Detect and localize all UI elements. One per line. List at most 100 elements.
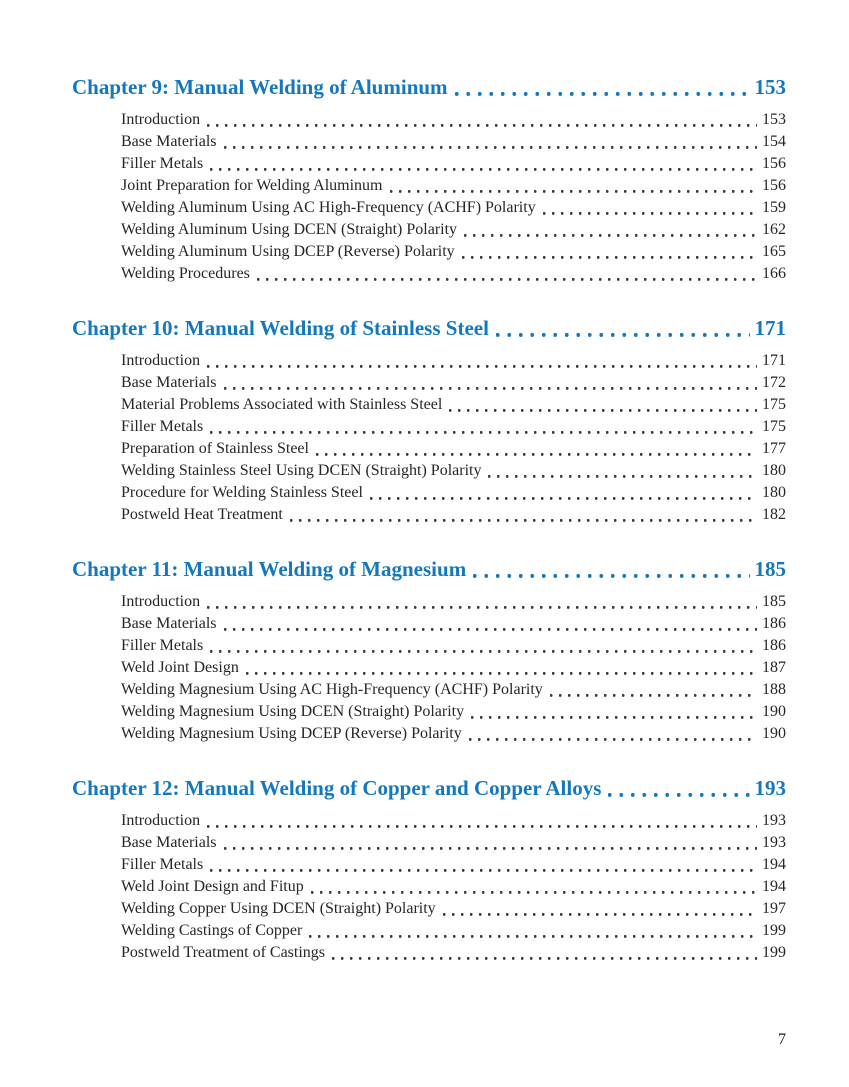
entry-label: Filler Metals bbox=[121, 418, 204, 435]
dot-leader bbox=[315, 438, 757, 460]
dot-leader bbox=[210, 153, 757, 175]
page-folio: 7 bbox=[778, 1031, 786, 1048]
entry-label: Welding Magnesium Using DCEP (Reverse) P… bbox=[121, 725, 462, 742]
toc-chapter-9: Chapter 9: Manual Welding of Aluminum 15… bbox=[72, 74, 786, 285]
dot-leader bbox=[454, 74, 750, 101]
chapter-page-number: 193 bbox=[754, 776, 787, 800]
entry-label: Base Materials bbox=[121, 374, 217, 391]
entry-page-number: 197 bbox=[762, 900, 786, 917]
entry-label: Welding Stainless Steel Using DCEN (Stra… bbox=[121, 462, 482, 479]
entry-label: Postweld Treatment of Castings bbox=[121, 944, 326, 961]
toc-entry: Filler Metals 175 bbox=[72, 416, 786, 438]
entry-page-number: 156 bbox=[762, 155, 786, 172]
toc-entry: Procedure for Welding Stainless Steel 18… bbox=[72, 482, 786, 504]
toc-entry: Filler Metals 156 bbox=[72, 153, 786, 175]
toc-chapter-11: Chapter 11: Manual Welding of Magnesium … bbox=[72, 556, 786, 745]
entry-page-number: 159 bbox=[762, 199, 786, 216]
dot-leader bbox=[309, 920, 757, 942]
toc-entry: Introduction 153 bbox=[72, 109, 786, 131]
toc-entry: Weld Joint Design 187 bbox=[72, 657, 786, 679]
entry-page-number: 188 bbox=[762, 681, 786, 698]
entry-label: Postweld Heat Treatment bbox=[121, 506, 283, 523]
toc-entry: Postweld Treatment of Castings 199 bbox=[72, 942, 786, 964]
entry-page-number: 153 bbox=[762, 111, 786, 128]
dot-leader bbox=[310, 876, 757, 898]
entry-page-number: 172 bbox=[762, 374, 786, 391]
toc-entry: Welding Stainless Steel Using DCEN (Stra… bbox=[72, 460, 786, 482]
entry-label: Weld Joint Design and Fitup bbox=[121, 878, 304, 895]
entry-label: Introduction bbox=[121, 593, 201, 610]
entry-label: Welding Castings of Copper bbox=[121, 922, 303, 939]
chapter-title: Chapter 10: Manual Welding of Stainless … bbox=[72, 316, 489, 340]
toc-entry: Introduction 193 bbox=[72, 810, 786, 832]
dot-leader bbox=[210, 416, 757, 438]
entry-label: Procedure for Welding Stainless Steel bbox=[121, 484, 363, 501]
dot-leader bbox=[210, 854, 757, 876]
dot-leader bbox=[223, 372, 757, 394]
entry-label: Welding Procedures bbox=[121, 265, 250, 282]
dot-leader bbox=[332, 942, 757, 964]
dot-leader bbox=[461, 241, 757, 263]
dot-leader bbox=[223, 832, 757, 854]
dot-leader bbox=[223, 613, 757, 635]
dot-leader bbox=[442, 898, 757, 920]
dot-leader bbox=[210, 635, 757, 657]
dot-leader bbox=[369, 482, 757, 504]
toc-chapter-10: Chapter 10: Manual Welding of Stainless … bbox=[72, 315, 786, 526]
toc-entry: Base Materials 172 bbox=[72, 372, 786, 394]
toc-entry: Welding Magnesium Using AC High-Frequenc… bbox=[72, 679, 786, 701]
entry-label: Filler Metals bbox=[121, 637, 204, 654]
toc-entry: Filler Metals 186 bbox=[72, 635, 786, 657]
toc-entry: Material Problems Associated with Stainl… bbox=[72, 394, 786, 416]
entry-page-number: 199 bbox=[762, 944, 786, 961]
toc-entry: Introduction 185 bbox=[72, 591, 786, 613]
toc-entry: Weld Joint Design and Fitup 194 bbox=[72, 876, 786, 898]
entry-page-number: 154 bbox=[762, 133, 786, 150]
entry-label: Base Materials bbox=[121, 615, 217, 632]
toc-entry: Welding Aluminum Using DCEP (Reverse) Po… bbox=[72, 241, 786, 263]
dot-leader bbox=[289, 504, 757, 526]
toc-entry: Welding Aluminum Using DCEN (Straight) P… bbox=[72, 219, 786, 241]
chapter-page-number: 153 bbox=[754, 75, 787, 99]
entry-page-number: 190 bbox=[762, 703, 786, 720]
chapter-title: Chapter 11: Manual Welding of Magnesium bbox=[72, 557, 467, 581]
entry-page-number: 175 bbox=[762, 396, 786, 413]
toc-chapter-12: Chapter 12: Manual Welding of Copper and… bbox=[72, 775, 786, 964]
dot-leader bbox=[473, 556, 750, 583]
dot-leader bbox=[549, 679, 757, 701]
dot-leader bbox=[245, 657, 757, 679]
entry-label: Weld Joint Design bbox=[121, 659, 239, 676]
entry-label: Welding Aluminum Using AC High-Frequency… bbox=[121, 199, 536, 216]
dot-leader bbox=[389, 175, 757, 197]
dot-leader bbox=[207, 109, 757, 131]
toc-entry: Joint Preparation for Welding Aluminum 1… bbox=[72, 175, 786, 197]
entry-label: Base Materials bbox=[121, 834, 217, 851]
chapter-page-number: 171 bbox=[754, 316, 787, 340]
chapter-title: Chapter 9: Manual Welding of Aluminum bbox=[72, 75, 448, 99]
entry-label: Filler Metals bbox=[121, 856, 204, 873]
chapter-heading-row: Chapter 10: Manual Welding of Stainless … bbox=[72, 315, 786, 342]
entry-page-number: 182 bbox=[762, 506, 786, 523]
entry-label: Welding Aluminum Using DCEN (Straight) P… bbox=[121, 221, 458, 238]
chapter-title: Chapter 12: Manual Welding of Copper and… bbox=[72, 776, 602, 800]
toc-entry: Base Materials 186 bbox=[72, 613, 786, 635]
dot-leader bbox=[468, 723, 757, 745]
chapter-heading-row: Chapter 11: Manual Welding of Magnesium … bbox=[72, 556, 786, 583]
toc-entry: Welding Magnesium Using DCEN (Straight) … bbox=[72, 701, 786, 723]
dot-leader bbox=[207, 810, 757, 832]
toc-entry: Introduction 171 bbox=[72, 350, 786, 372]
entry-page-number: 193 bbox=[762, 812, 786, 829]
entry-page-number: 185 bbox=[762, 593, 786, 610]
toc-entry: Base Materials 193 bbox=[72, 832, 786, 854]
toc-entry: Welding Procedures 166 bbox=[72, 263, 786, 285]
entry-page-number: 193 bbox=[762, 834, 786, 851]
entry-page-number: 171 bbox=[762, 352, 786, 369]
entry-label: Welding Copper Using DCEN (Straight) Pol… bbox=[121, 900, 436, 917]
entry-page-number: 194 bbox=[762, 878, 786, 895]
dot-leader bbox=[471, 701, 757, 723]
entry-page-number: 180 bbox=[762, 462, 786, 479]
entry-page-number: 175 bbox=[762, 418, 786, 435]
entry-label: Welding Aluminum Using DCEP (Reverse) Po… bbox=[121, 243, 455, 260]
dot-leader bbox=[464, 219, 757, 241]
